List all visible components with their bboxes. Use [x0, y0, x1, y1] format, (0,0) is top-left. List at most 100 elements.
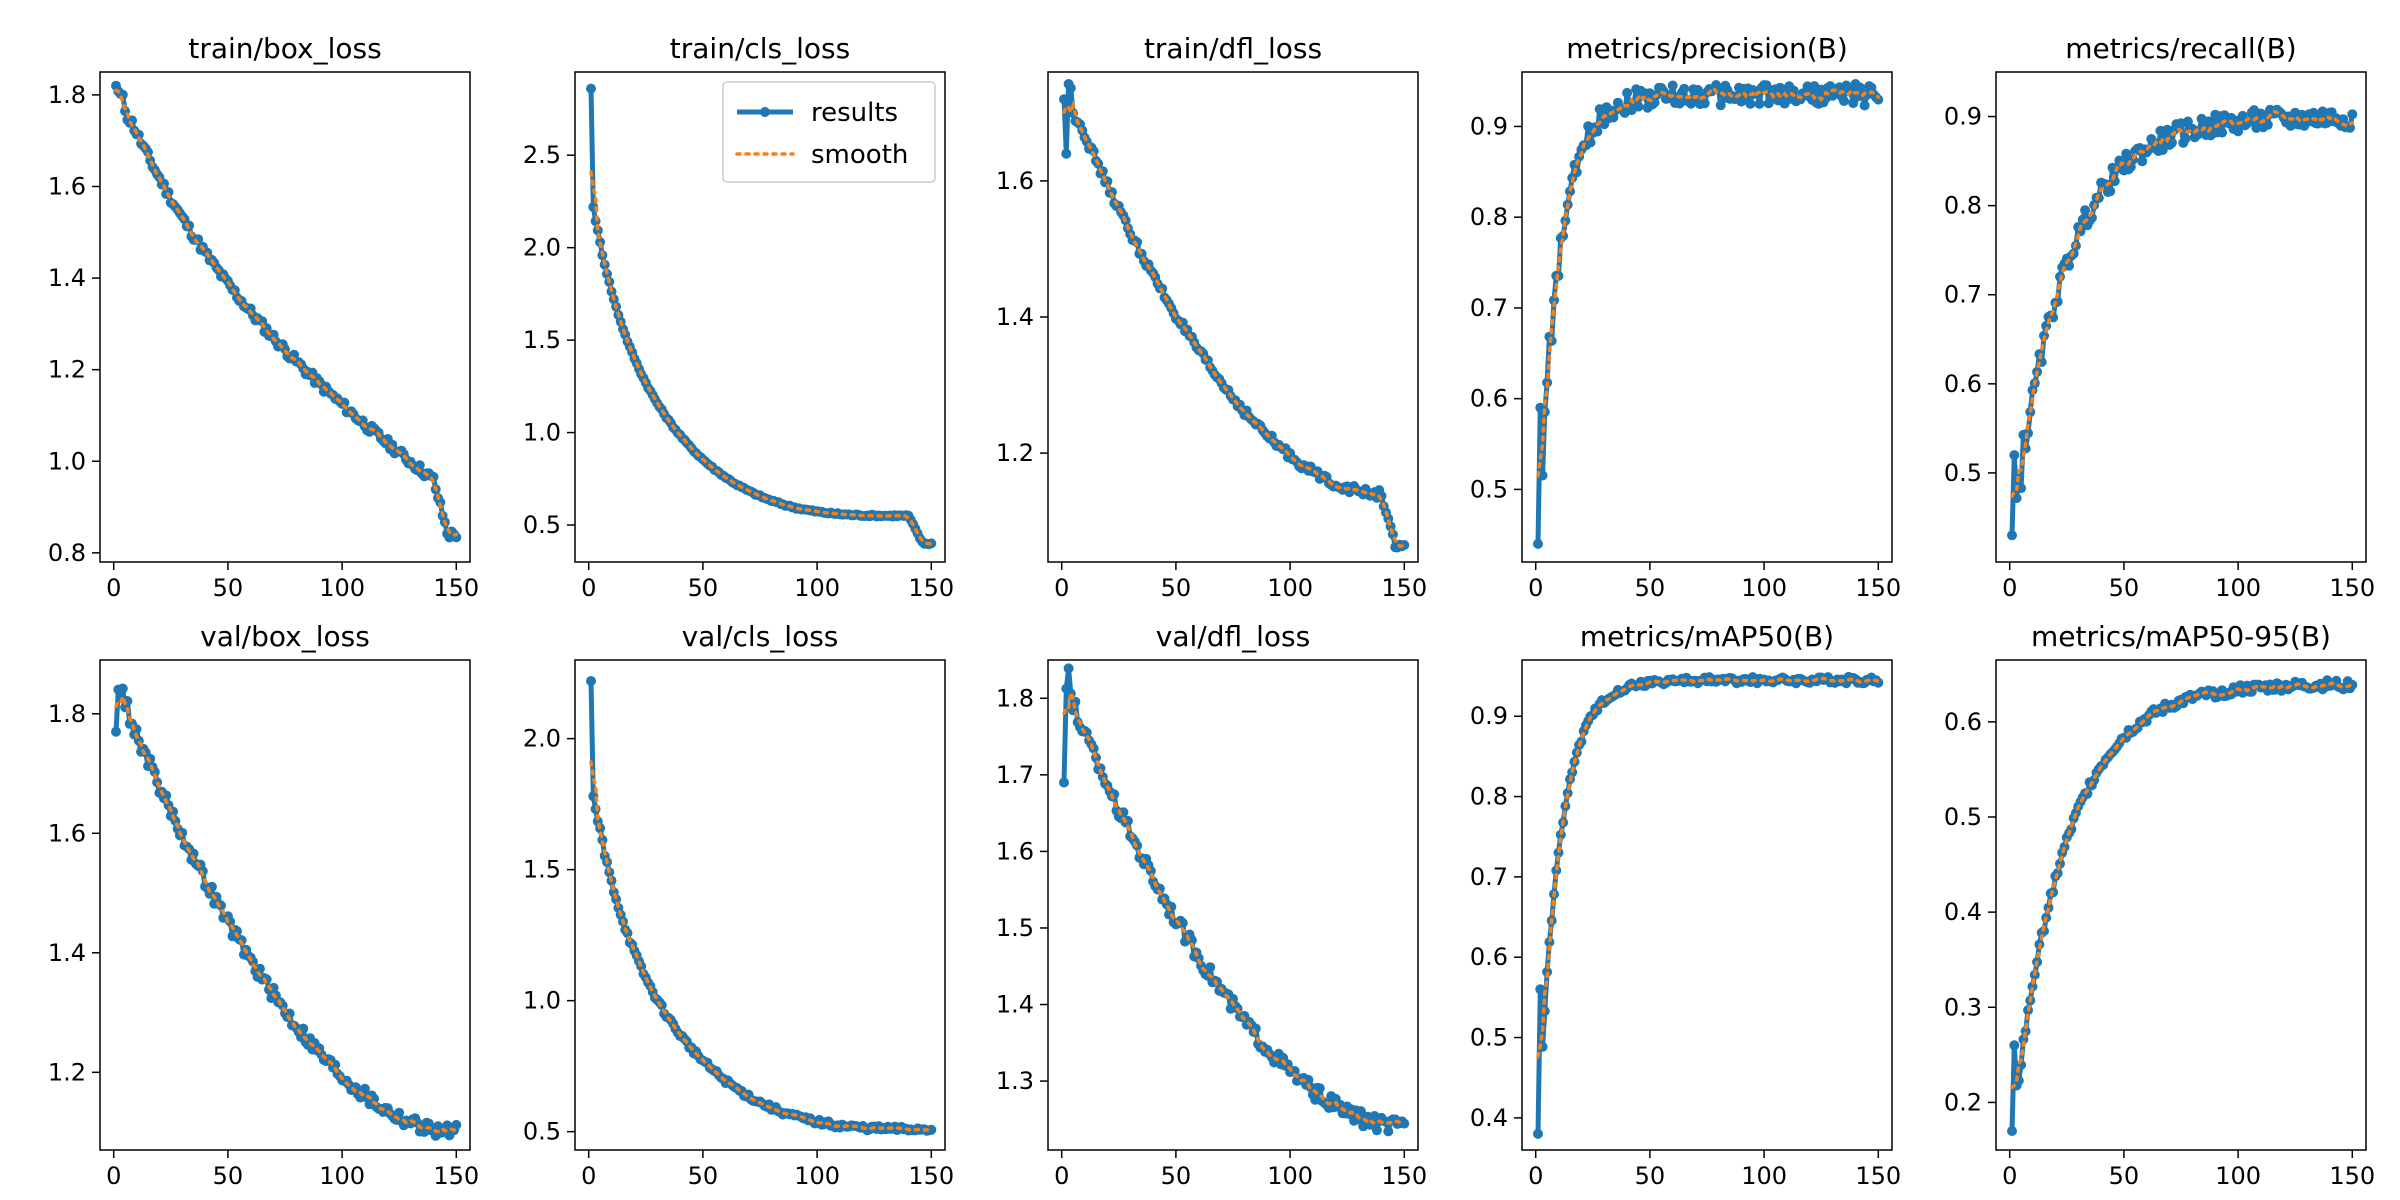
y-tick-label: 1.5 [996, 914, 1034, 942]
legend-results-label: results [811, 98, 898, 128]
series-smooth-line [2010, 681, 2355, 1090]
data-point [2009, 1040, 2020, 1051]
data-point [1063, 663, 1074, 674]
x-tick-label: 100 [794, 574, 840, 602]
panel-val-box-loss: val/box_loss 0 50 100 150 1.2 1.4 1.6 1.8 [48, 620, 479, 1190]
data-point [1205, 962, 1216, 973]
y-tick-label: 0.6 [1944, 708, 1982, 736]
data-point [2345, 122, 2355, 133]
data-point [369, 1093, 380, 1104]
x-tick-label: 150 [433, 1162, 479, 1190]
y-tick-label: 1.8 [48, 700, 86, 728]
series-smooth-line [2010, 109, 2355, 498]
series-results-line [1535, 674, 1881, 1134]
axes-frame [574, 659, 946, 1151]
data-point [1859, 100, 1870, 111]
data-point [1383, 1126, 1394, 1137]
x-tick-label: 100 [2215, 574, 2261, 602]
panel-train-cls-loss: train/cls_loss 0 50 100 150 0.5 1.0 1.5 2.0 2.5 re… [523, 32, 954, 602]
x-tick-label: 150 [908, 1162, 954, 1190]
x-tick-label: 100 [319, 574, 365, 602]
x-tick-label: 0 [581, 574, 596, 602]
axes-frame [1521, 71, 1893, 563]
y-tick-label: 0.5 [1944, 459, 1982, 487]
y-tick-label: 1.3 [996, 1067, 1034, 1095]
series-results-line [113, 84, 459, 540]
data-point [1745, 98, 1756, 109]
y-tick-label: 0.6 [1470, 943, 1508, 971]
axes-frame [1995, 71, 2367, 563]
x-tick-label: 50 [688, 574, 719, 602]
x-tick-label: 150 [1855, 574, 1901, 602]
x-tick-label: 150 [908, 574, 954, 602]
x-tick-label: 150 [433, 574, 479, 602]
x-tick-label: 50 [2109, 1162, 2140, 1190]
y-tick-label: 1.7 [996, 761, 1034, 789]
panel-train-dfl-loss: train/dfl_loss 0 50 100 150 1.2 1.4 1.6 [996, 32, 1427, 602]
axes-frame [1047, 659, 1419, 1151]
panel-val-dfl-loss: val/dfl_loss 0 50 100 150 1.3 1.4 1.5 1.6 1.7 1.8 [996, 620, 1427, 1190]
series-smooth-line [1062, 691, 1407, 1126]
x-tick-label: 50 [2109, 574, 2140, 602]
panel-title: val/dfl_loss [1156, 620, 1310, 653]
legend-box [722, 81, 936, 183]
data-point [1314, 1083, 1325, 1094]
panel-title: train/cls_loss [670, 32, 850, 65]
x-tick-label: 0 [1528, 1162, 1543, 1190]
y-tick-label: 0.4 [1470, 1104, 1508, 1132]
series-smooth-line [589, 760, 934, 1133]
y-tick-label: 0.6 [1944, 370, 1982, 398]
y-tick-label: 1.4 [996, 991, 1034, 1019]
data-point [451, 1119, 462, 1130]
x-tick-label: 0 [106, 1162, 121, 1190]
x-tick-label: 150 [1381, 1162, 1427, 1190]
panel-metrics-map50-95-b-: metrics/mAP50-95(B) 0 50 100 150 0.2 0.3 0.4 0.5… [1944, 620, 2375, 1190]
data-point [611, 894, 622, 905]
series-smooth-line [1062, 100, 1407, 549]
data-point [1754, 98, 1765, 109]
x-tick-label: 0 [1054, 1162, 1069, 1190]
data-point [586, 83, 596, 94]
panel-title: train/dfl_loss [1144, 32, 1322, 65]
series-results-line [1535, 81, 1881, 544]
axes-frame [99, 71, 471, 563]
series-smooth-line [1536, 86, 1881, 478]
data-point [2105, 186, 2116, 197]
data-point [1289, 1066, 1300, 1076]
data-point [2020, 1026, 2031, 1037]
axes-frame [1995, 659, 2367, 1151]
data-point [2338, 114, 2349, 125]
panel-metrics-recall-b-: metrics/recall(B) 0 50 100 150 0.5 0.6 0.7 0.8 0.… [1944, 32, 2375, 602]
data-point [2347, 109, 2358, 120]
y-tick-label: 0.5 [523, 1118, 561, 1146]
y-tick-label: 1.6 [48, 819, 86, 847]
y-tick-label: 1.4 [996, 303, 1034, 331]
series-results-line [2009, 107, 2355, 536]
y-tick-label: 0.5 [1944, 803, 1982, 831]
y-tick-label: 0.7 [1470, 294, 1508, 322]
series-results-line [2009, 677, 2355, 1132]
y-tick-label: 0.6 [1470, 385, 1508, 413]
x-tick-label: 100 [2215, 1162, 2261, 1190]
y-tick-label: 0.8 [1470, 203, 1508, 231]
y-tick-label: 0.5 [523, 511, 561, 539]
data-point [2007, 530, 2017, 541]
x-tick-label: 100 [1741, 574, 1787, 602]
y-tick-label: 1.6 [48, 172, 86, 200]
data-point [2157, 145, 2168, 155]
y-tick-label: 0.5 [1470, 475, 1508, 503]
data-point [2217, 127, 2228, 138]
y-tick-label: 0.7 [1470, 863, 1508, 891]
data-point [1667, 80, 1678, 91]
data-point [1633, 101, 1644, 112]
y-tick-label: 1.8 [996, 684, 1034, 712]
data-point [2121, 148, 2132, 159]
x-tick-label: 0 [581, 1162, 596, 1190]
y-tick-label: 0.8 [1470, 783, 1508, 811]
data-point [597, 834, 608, 845]
y-tick-label: 0.8 [48, 539, 86, 567]
panel-title: val/box_loss [200, 620, 370, 653]
series-smooth-line [589, 170, 934, 546]
x-tick-label: 0 [106, 574, 121, 602]
